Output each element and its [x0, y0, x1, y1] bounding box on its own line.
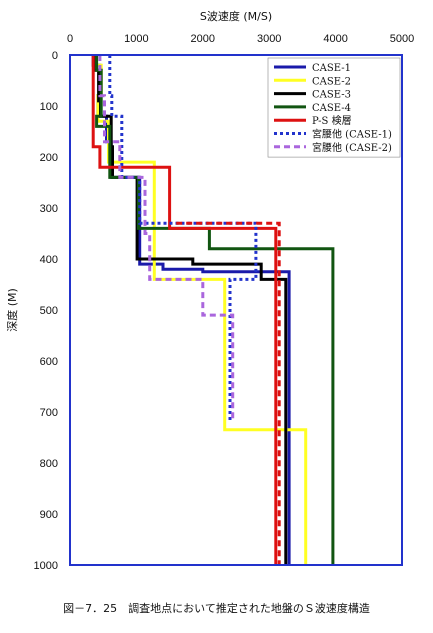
series-line-8	[176, 221, 281, 565]
x-tick-label: 4000	[323, 33, 347, 45]
x-axis-title: S波速度 (M/S)	[200, 9, 272, 23]
x-tick-label: 2000	[191, 33, 215, 45]
x-tick-label: 5000	[390, 33, 414, 45]
y-tick-label: 300	[40, 203, 58, 215]
figure-caption: 図－7．25 調査地点において推定された地盤のＳ波速度構造	[63, 602, 370, 615]
y-tick-label: 0	[52, 50, 58, 62]
legend-label: CASE-1	[312, 63, 351, 74]
y-tick-label: 900	[40, 509, 58, 521]
y-tick-label: 700	[40, 407, 58, 419]
x-tick-labels: 0 1000 2000 3000 4000 5000	[67, 33, 414, 45]
series-line-5	[91, 55, 278, 565]
legend-label: P-S 検層	[312, 114, 352, 127]
y-axis-title: 深度 (M)	[5, 288, 19, 332]
x-tick-label: 1000	[124, 33, 148, 45]
y-tick-label: 600	[40, 356, 58, 368]
legend-label: CASE-3	[312, 90, 351, 101]
series-line-6	[108, 55, 258, 423]
legend-label: 宮腰他 (CASE-1)	[312, 128, 392, 141]
y-tick-label: 200	[40, 152, 58, 164]
series-layer	[91, 55, 335, 565]
y-tick-label: 800	[40, 458, 58, 470]
series-line-3	[92, 55, 288, 565]
plot-frame	[69, 54, 403, 566]
series-line-7	[98, 55, 235, 423]
y-tick-label: 100	[40, 101, 58, 113]
x-tick-label: 0	[67, 33, 73, 45]
y-tick-label: 500	[40, 305, 58, 317]
legend-label: 宮腰他 (CASE-2)	[312, 141, 392, 154]
y-tick-label: 400	[40, 254, 58, 266]
x-tick-label: 3000	[257, 33, 281, 45]
legend-label: CASE-4	[312, 103, 351, 114]
y-tick-labels: 0 100 200 300 400 500 600 700 800 900 1000	[34, 50, 58, 572]
series-line-1	[91, 55, 291, 565]
y-tick-label: 1000	[34, 560, 58, 572]
legend-label: CASE-2	[312, 76, 351, 87]
